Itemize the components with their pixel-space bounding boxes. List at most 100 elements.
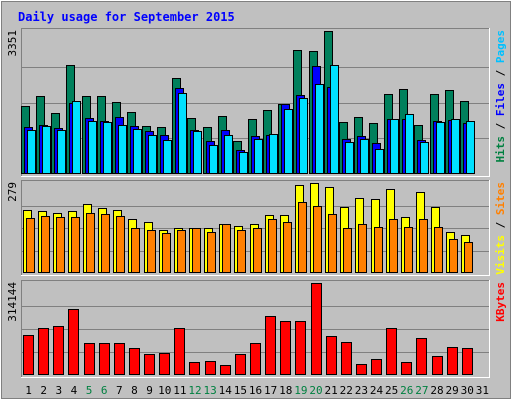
chart-title: Daily usage for September 2015	[18, 10, 235, 24]
panel-legend: Visits / Sites	[494, 182, 507, 275]
bar-sites-day-17	[268, 219, 277, 273]
x-tick-label: 3	[56, 384, 63, 397]
bar-pages-day-1	[27, 130, 36, 174]
bar-pages-day-16	[254, 139, 263, 174]
bar-pages-day-4	[72, 101, 81, 174]
x-tick-label: 30	[461, 384, 474, 397]
x-tick-label: 21	[325, 384, 338, 397]
bar-kbytes-day-19	[295, 321, 306, 375]
legend-separator: /	[494, 63, 507, 83]
x-tick-label: 9	[146, 384, 153, 397]
bar-sites-day-15	[237, 230, 246, 273]
bar-kbytes-day-13	[205, 361, 216, 375]
bar-kbytes-day-14	[220, 365, 231, 375]
legend-separator: /	[494, 215, 507, 235]
bar-pages-day-27	[420, 142, 429, 174]
series-sites	[26, 202, 473, 273]
panel-sites-visits: 279 Visits / Sites	[6, 180, 507, 276]
bar-sites-day-26	[404, 227, 413, 273]
bar-pages-day-15	[239, 152, 248, 174]
bar-sites-day-11	[177, 230, 186, 273]
bar-kbytes-day-3	[53, 326, 64, 375]
bar-kbytes-day-27	[416, 338, 427, 375]
bar-pages-day-13	[209, 145, 218, 174]
bar-sites-day-8	[131, 228, 140, 273]
x-tick-label: 2	[40, 384, 47, 397]
x-tick-label: 13	[203, 384, 216, 397]
bar-pages-day-6	[103, 122, 112, 174]
bar-pages-day-28	[436, 122, 445, 174]
panel-legend: Hits / Files / Pages	[494, 30, 507, 163]
bar-pages-day-21	[330, 65, 339, 174]
x-tick-label: 26	[400, 384, 413, 397]
legend-separator: /	[494, 116, 507, 136]
x-tick-label: 29	[446, 384, 459, 397]
bar-sites-day-14	[222, 224, 231, 273]
bar-kbytes-day-8	[129, 348, 140, 375]
bar-kbytes-day-9	[144, 354, 155, 375]
chart-panels: 3351 Hits / Files / Pages 279 Visits / Site…	[6, 28, 507, 378]
y-max-label: 314144	[6, 282, 19, 322]
bar-kbytes-day-20	[311, 283, 322, 375]
bar-pages-day-18	[284, 109, 293, 174]
x-tick-label: 10	[158, 384, 171, 397]
bar-sites-day-22	[343, 228, 352, 273]
bar-kbytes-day-23	[356, 364, 367, 375]
x-tick-label: 7	[116, 384, 123, 397]
x-tick-label: 6	[101, 384, 108, 397]
bar-pages-day-22	[345, 142, 354, 174]
bar-kbytes-day-22	[341, 342, 352, 375]
x-tick-label: 1	[25, 384, 32, 397]
bar-kbytes-day-24	[371, 359, 382, 375]
bar-sites-day-7	[116, 216, 125, 273]
legend-item: Hits	[494, 136, 507, 163]
bar-pages-day-29	[451, 119, 460, 174]
bar-pages-day-20	[315, 84, 324, 174]
x-tick-label: 5	[86, 384, 93, 397]
legend-item: Pages	[494, 30, 507, 63]
bar-pages-day-30	[466, 121, 475, 174]
panel-legend: KBytes	[494, 282, 507, 322]
bar-pages-day-23	[360, 139, 369, 174]
x-tick-label: 12	[188, 384, 201, 397]
bar-kbytes-day-4	[68, 309, 79, 375]
bar-sites-day-6	[101, 214, 110, 273]
series-pages	[27, 65, 475, 174]
bar-kbytes-day-18	[280, 321, 291, 375]
bar-sites-day-27	[419, 219, 428, 273]
x-tick-label: 19	[294, 384, 307, 397]
series-kbytes	[23, 283, 473, 375]
bar-kbytes-day-2	[38, 328, 49, 375]
bar-pages-day-14	[224, 135, 233, 174]
bar-sites-day-18	[283, 222, 292, 273]
bar-kbytes-day-26	[401, 362, 412, 375]
bar-sites-day-4	[71, 217, 80, 273]
bar-sites-day-13	[207, 232, 216, 273]
bar-pages-day-10	[163, 140, 172, 174]
bar-kbytes-day-7	[114, 343, 125, 375]
y-max-label: 3351	[6, 30, 19, 57]
bar-sites-day-20	[313, 206, 322, 273]
legend-item: Files	[494, 83, 507, 116]
bar-sites-day-23	[358, 224, 367, 273]
bar-sites-day-28	[434, 227, 443, 273]
x-tick-label: 23	[355, 384, 368, 397]
bar-sites-day-10	[162, 233, 171, 273]
x-tick-label: 27	[415, 384, 428, 397]
bar-sites-day-5	[86, 213, 95, 273]
bar-pages-day-19	[299, 98, 308, 174]
bar-pages-day-26	[405, 114, 414, 174]
bar-sites-day-21	[328, 214, 337, 273]
x-tick-label: 11	[173, 384, 186, 397]
bar-pages-day-3	[57, 130, 66, 174]
bar-pages-day-11	[178, 93, 187, 174]
bar-sites-day-3	[56, 217, 65, 273]
bar-kbytes-day-10	[159, 353, 170, 375]
bar-pages-day-7	[118, 125, 127, 174]
x-tick-label: 14	[219, 384, 233, 397]
bar-sites-day-19	[298, 202, 307, 273]
y-max-label: 279	[6, 182, 19, 202]
